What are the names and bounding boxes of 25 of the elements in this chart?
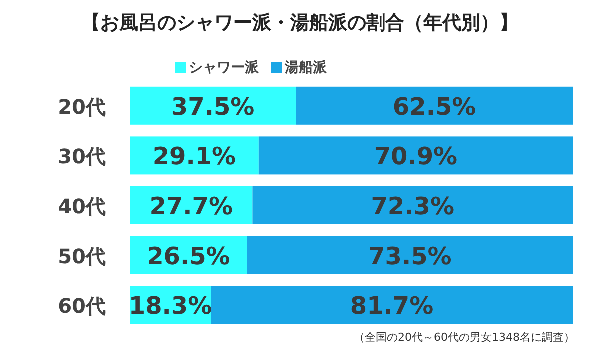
data-label: 62.5% xyxy=(392,92,476,121)
y-tick-label: 60代 xyxy=(58,294,106,318)
data-label: 72.3% xyxy=(371,192,454,220)
bar xyxy=(211,286,573,324)
data-label: 26.5% xyxy=(147,242,230,270)
data-label: 73.5% xyxy=(368,242,452,270)
y-tick-label: 20代 xyxy=(58,94,106,119)
y-tick-label: 50代 xyxy=(58,244,106,268)
data-label: 29.1% xyxy=(152,142,236,171)
data-label: 27.7% xyxy=(150,192,233,220)
bar xyxy=(247,236,573,274)
chart-title: 【お風呂のシャワー派・湯船派の割合（年代別）】 xyxy=(82,12,518,34)
legend-label: 湯船派 xyxy=(284,60,328,76)
bar xyxy=(130,86,296,125)
bar xyxy=(296,86,573,125)
y-tick-label: 40代 xyxy=(58,194,106,218)
bar xyxy=(252,186,573,224)
legend-label: シャワー派 xyxy=(189,60,260,76)
data-label: 81.7% xyxy=(350,292,434,320)
data-label: 18.3% xyxy=(128,292,212,320)
y-tick-label: 30代 xyxy=(58,144,106,169)
bar xyxy=(258,136,573,175)
data-label: 70.9% xyxy=(374,142,458,171)
data-label: 37.5% xyxy=(171,92,255,121)
annotation: （全国の20代～60代の男女1348名に調査） xyxy=(354,331,575,344)
